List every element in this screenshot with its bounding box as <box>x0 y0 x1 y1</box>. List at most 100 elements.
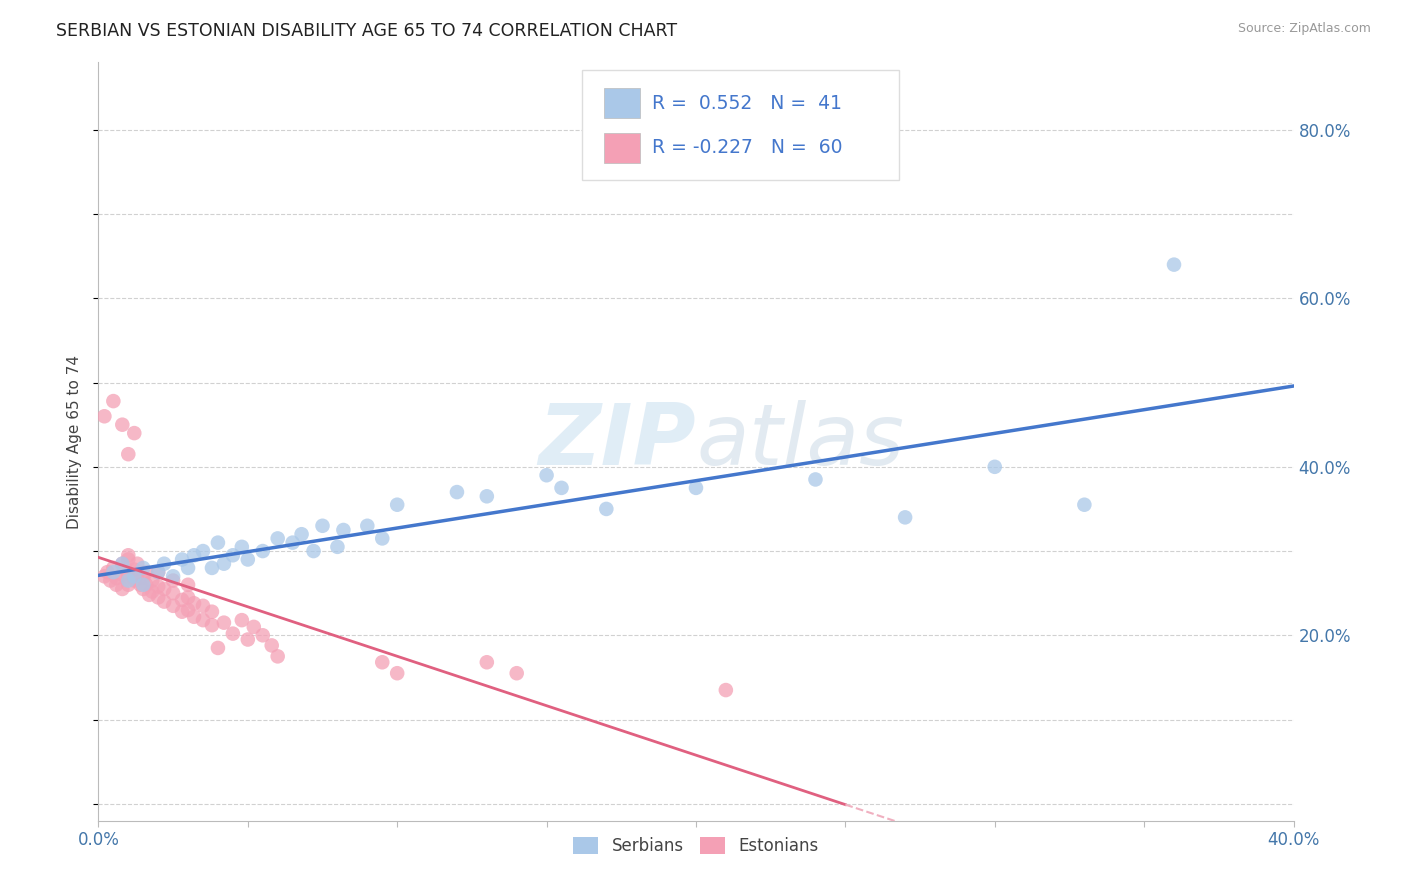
Point <box>93 409 115 424</box>
Point <box>172 593 194 607</box>
Point <box>93 569 115 583</box>
Point <box>135 565 157 579</box>
Point <box>446 485 468 500</box>
Bar <box>605 88 640 119</box>
Point <box>291 527 314 541</box>
Point <box>111 557 134 571</box>
Point <box>183 609 205 624</box>
Point <box>1073 498 1095 512</box>
Point <box>506 666 529 681</box>
Point <box>132 561 155 575</box>
Point <box>96 565 118 579</box>
Point <box>148 565 170 579</box>
Point <box>685 481 707 495</box>
Point <box>231 613 253 627</box>
Point <box>212 557 235 571</box>
Point <box>332 523 354 537</box>
Point <box>148 565 170 579</box>
Point <box>236 552 259 566</box>
Point <box>111 582 134 596</box>
Point <box>117 569 139 583</box>
Point <box>111 567 134 582</box>
Point <box>281 535 304 549</box>
Point <box>243 620 266 634</box>
Point <box>127 557 149 571</box>
Point <box>117 574 139 588</box>
Text: ZIP: ZIP <box>538 400 696 483</box>
Point <box>267 649 290 664</box>
Point <box>371 655 394 669</box>
Bar <box>605 133 640 163</box>
Point <box>117 552 139 566</box>
Point <box>207 535 229 549</box>
Point <box>105 578 128 592</box>
Point <box>129 578 152 592</box>
Point <box>153 557 176 571</box>
Point <box>111 557 134 571</box>
Point <box>191 613 214 627</box>
Point <box>117 578 139 592</box>
Point <box>141 574 163 588</box>
Point <box>326 540 349 554</box>
Point <box>302 544 325 558</box>
Point <box>222 626 245 640</box>
Point <box>117 548 139 563</box>
Point <box>132 582 155 596</box>
Point <box>148 579 170 593</box>
Point <box>103 565 125 579</box>
Point <box>894 510 917 524</box>
Point <box>177 561 200 575</box>
Point <box>132 578 155 592</box>
Point <box>1163 258 1185 272</box>
Point <box>222 548 245 563</box>
Point <box>356 518 378 533</box>
Point <box>162 586 184 600</box>
Point <box>117 447 139 461</box>
Text: SERBIAN VS ESTONIAN DISABILITY AGE 65 TO 74 CORRELATION CHART: SERBIAN VS ESTONIAN DISABILITY AGE 65 TO… <box>56 22 678 40</box>
Point <box>252 628 274 642</box>
Point <box>103 394 125 409</box>
Point <box>124 574 146 588</box>
Point <box>162 569 184 583</box>
Point <box>105 571 128 585</box>
Point <box>236 632 259 647</box>
Point <box>111 417 134 432</box>
Point <box>201 605 224 619</box>
Y-axis label: Disability Age 65 to 74: Disability Age 65 to 74 <box>67 354 83 529</box>
Point <box>141 584 163 599</box>
FancyBboxPatch shape <box>582 70 900 180</box>
Point <box>124 569 146 583</box>
Point <box>252 544 274 558</box>
Text: R = -0.227   N =  60: R = -0.227 N = 60 <box>652 138 842 157</box>
Point <box>148 591 170 605</box>
Point <box>183 596 205 610</box>
Point <box>162 574 184 588</box>
Point <box>135 578 157 592</box>
Point <box>162 599 184 613</box>
Point <box>212 615 235 630</box>
Text: R =  0.552   N =  41: R = 0.552 N = 41 <box>652 94 842 112</box>
Point <box>475 489 498 503</box>
Point <box>201 618 224 632</box>
Point <box>385 498 409 512</box>
Point <box>536 468 558 483</box>
Text: atlas: atlas <box>696 400 904 483</box>
Point <box>177 603 200 617</box>
Point <box>191 599 214 613</box>
Point <box>984 459 1007 474</box>
Point <box>153 582 176 596</box>
Point <box>138 588 160 602</box>
Point <box>550 481 572 495</box>
Point <box>260 639 283 653</box>
Point <box>804 473 827 487</box>
Point <box>267 532 290 546</box>
Point <box>177 578 200 592</box>
Point <box>177 591 200 605</box>
Point <box>132 571 155 585</box>
Point <box>183 548 205 563</box>
Point <box>231 540 253 554</box>
Point <box>595 502 617 516</box>
Legend: Serbians, Estonians: Serbians, Estonians <box>567 830 825 862</box>
Point <box>475 655 498 669</box>
Point <box>201 561 224 575</box>
